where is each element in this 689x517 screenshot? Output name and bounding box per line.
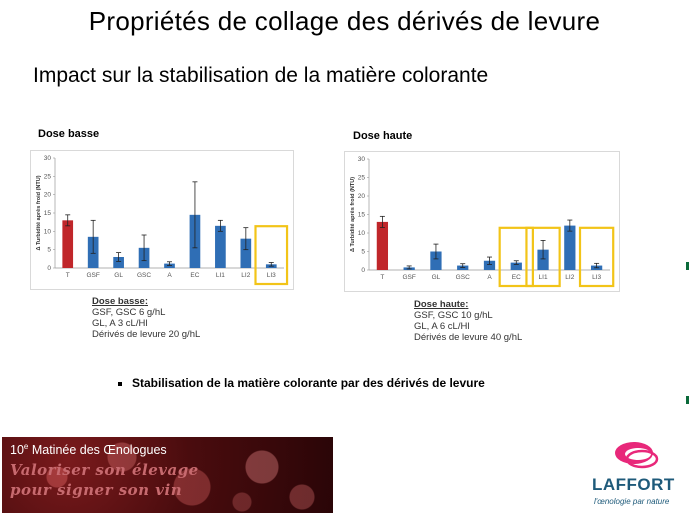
bar-t <box>376 221 389 270</box>
x-tick-label: LI3 <box>592 274 601 281</box>
slide-subtitle: Impact sur la stabilisation de la matièr… <box>33 64 489 87</box>
y-tick-label: 20 <box>358 193 366 200</box>
dose-haute-line-2: GL, A 6 cL/Hl <box>414 321 470 332</box>
dose-basse-note: Dose basse: GSF, GSC 6 g/hL GL, A 3 cL/H… <box>92 296 200 340</box>
y-tick-label: 5 <box>47 247 51 254</box>
bar-gl <box>113 257 124 268</box>
highlight-box <box>254 225 289 286</box>
x-tick-label: LI1 <box>539 274 548 281</box>
y-tick-label: 25 <box>358 175 366 182</box>
edge-marker <box>686 396 689 404</box>
y-tick-label: 0 <box>361 267 365 274</box>
y-tick-label: 25 <box>44 173 52 180</box>
bar-li2 <box>240 238 252 268</box>
y-tick-label: 10 <box>44 228 52 235</box>
dose-haute-line-3: Dérivés de levure 40 g/hL <box>414 332 523 343</box>
x-tick-label: GSC <box>456 274 470 281</box>
laffort-logo-tagline: l'œnologie par nature <box>594 497 670 506</box>
bar-li1 <box>215 225 226 268</box>
bar-li1 <box>537 249 549 270</box>
y-axis-label: Δ Turbidité après froid (NTU) <box>36 175 42 250</box>
x-tick-label: EC <box>190 272 199 279</box>
x-tick-label: LI2 <box>565 274 574 281</box>
y-tick-label: 10 <box>358 230 366 237</box>
conclusion-bullet: Stabilisation de la matière colorante pa… <box>118 376 485 390</box>
bullet-icon <box>118 381 122 386</box>
banner-slogan-line-1: Valoriser son élevage <box>10 461 199 479</box>
bar-gl <box>430 251 442 270</box>
chart-dose-haute: 0 5 10 15 20 25 30 Δ Turbidité après froid (NTU… <box>344 151 620 292</box>
dose-haute-note: Dose haute: GSF, GSC 10 g/hL GL, A 6 cL/… <box>414 299 522 343</box>
bar-li2 <box>564 225 576 270</box>
chart-frame <box>30 150 294 290</box>
banner-event-title: 10e Matinée des Œnologues <box>10 442 167 458</box>
y-tick-label: 20 <box>44 192 52 199</box>
laffort-logo-icon <box>615 442 659 469</box>
bar-a <box>483 260 496 270</box>
dose-basse-line-1: GSF, GSC 6 g/hL <box>92 307 166 318</box>
dose-basse-head: Dose basse: <box>92 296 148 307</box>
y-tick-label: 0 <box>47 265 51 272</box>
dose-basse-line-2: GL, A 3 cL/Hl <box>92 318 148 329</box>
dose-haute-head: Dose haute: <box>414 299 469 310</box>
y-tick-label: 30 <box>44 155 52 162</box>
x-tick-label: A <box>167 272 172 279</box>
y-tick-label: 15 <box>358 212 366 219</box>
x-tick-label: EC <box>512 274 521 281</box>
y-tick-label: 5 <box>361 249 365 256</box>
highlight-box <box>498 226 534 288</box>
y-tick-label: 30 <box>358 156 366 163</box>
y-tick-label: 15 <box>44 210 52 217</box>
banner-slogan-line-2: pour signer son vin <box>10 481 183 499</box>
x-tick-label: T <box>66 272 70 279</box>
y-axis-label: Δ Turbidité après froid (NTU) <box>350 177 356 252</box>
chart-2-title: Dose haute <box>353 130 413 142</box>
dose-basse-line-3: Dérivés de levure 20 g/hL <box>92 329 201 340</box>
bubbles-decoration <box>2 437 333 513</box>
chart-dose-basse: 0 5 10 15 20 25 30 Δ Turbidité après froid (NTU… <box>30 150 294 290</box>
bar-t <box>62 220 74 268</box>
event-banner: 10e Matinée des Œnologues Valoriser son … <box>2 437 333 513</box>
edge-marker <box>686 262 689 270</box>
slide-title: Propriétés de collage des dérivés de lev… <box>88 6 601 36</box>
x-tick-label: GSC <box>137 272 151 279</box>
dose-haute-line-1: GSF, GSC 10 g/hL <box>414 310 493 321</box>
x-tick-label: GSF <box>86 272 99 279</box>
highlight-box <box>525 226 561 288</box>
highlight-box <box>578 226 615 288</box>
x-tick-label: A <box>487 274 492 281</box>
x-tick-label: GSF <box>402 274 415 281</box>
chart-frame <box>344 151 620 292</box>
chart-1-title: Dose basse <box>38 128 100 140</box>
x-tick-label: T <box>380 274 384 281</box>
bar-ec <box>510 262 522 270</box>
x-tick-label: GL <box>114 272 123 279</box>
x-tick-label: LI2 <box>241 272 250 279</box>
x-tick-label: LI1 <box>216 272 225 279</box>
x-tick-label: GL <box>432 274 441 281</box>
laffort-logo-name: LAFFORT <box>592 475 675 494</box>
x-tick-label: LI3 <box>267 272 276 279</box>
